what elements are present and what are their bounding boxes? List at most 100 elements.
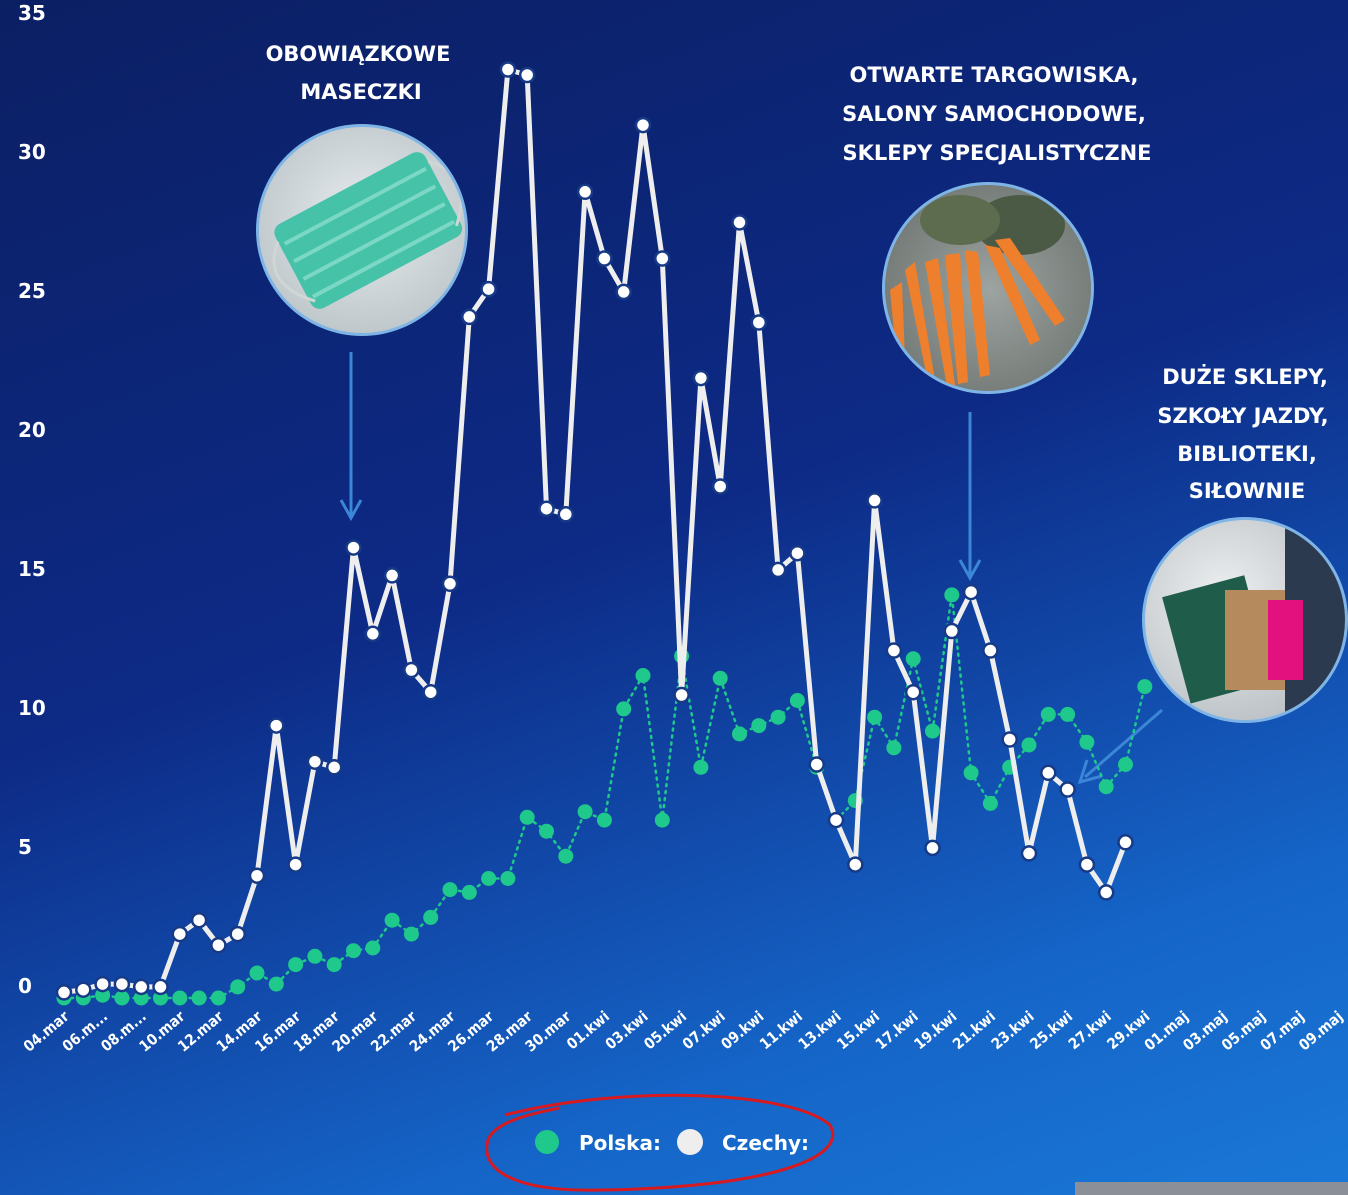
data-point-czechy[interactable] bbox=[403, 661, 420, 679]
data-point-czechy[interactable] bbox=[1097, 884, 1115, 901]
data-point-polska[interactable] bbox=[596, 812, 612, 828]
data-point-czechy[interactable] bbox=[1117, 834, 1134, 851]
data-point-polska[interactable] bbox=[442, 882, 458, 898]
data-point-czechy[interactable] bbox=[132, 978, 150, 996]
data-point-polska[interactable] bbox=[326, 957, 342, 973]
data-point-czechy[interactable] bbox=[1001, 731, 1018, 748]
data-point-czechy[interactable] bbox=[943, 622, 961, 640]
data-point-czechy[interactable] bbox=[692, 369, 710, 387]
data-point-polska[interactable] bbox=[732, 726, 747, 742]
data-point-polska[interactable] bbox=[365, 940, 381, 956]
data-point-polska[interactable] bbox=[481, 871, 497, 886]
data-point-polska[interactable] bbox=[982, 795, 998, 811]
data-point-czechy[interactable] bbox=[171, 925, 189, 943]
data-point-polska[interactable] bbox=[268, 976, 284, 992]
data-point-polska[interactable] bbox=[403, 926, 419, 942]
data-point-polska[interactable] bbox=[423, 909, 439, 925]
data-point-polska[interactable] bbox=[925, 723, 940, 739]
data-point-polska[interactable] bbox=[751, 718, 767, 734]
data-point-czechy[interactable] bbox=[808, 756, 825, 773]
data-point-czechy[interactable] bbox=[287, 856, 304, 873]
data-point-polska[interactable] bbox=[693, 759, 709, 775]
data-point-czechy[interactable] bbox=[924, 839, 941, 857]
data-point-czechy[interactable] bbox=[904, 683, 922, 701]
data-point-polska[interactable] bbox=[789, 693, 805, 708]
data-point-polska[interactable] bbox=[1021, 737, 1037, 753]
data-point-czechy[interactable] bbox=[55, 984, 73, 1001]
data-point-czechy[interactable] bbox=[866, 492, 883, 509]
data-point-polska[interactable] bbox=[770, 709, 786, 725]
data-point-polska[interactable] bbox=[712, 670, 728, 686]
data-point-czechy[interactable] bbox=[847, 856, 864, 873]
legend-item-polska[interactable]: Polska: bbox=[535, 1130, 661, 1155]
data-point-polska[interactable] bbox=[230, 979, 246, 995]
data-point-polska[interactable] bbox=[577, 804, 593, 820]
data-point-polska[interactable] bbox=[905, 651, 921, 667]
data-point-czechy[interactable] bbox=[1078, 856, 1096, 873]
data-point-czechy[interactable] bbox=[634, 116, 652, 134]
data-point-czechy[interactable] bbox=[576, 183, 594, 201]
data-point-polska[interactable] bbox=[635, 668, 651, 683]
data-point-czechy[interactable] bbox=[731, 214, 748, 231]
data-point-czechy[interactable] bbox=[383, 567, 401, 584]
data-point-czechy[interactable] bbox=[190, 911, 208, 929]
data-point-czechy[interactable] bbox=[210, 936, 227, 954]
data-point-czechy[interactable] bbox=[94, 975, 111, 993]
data-point-czechy[interactable] bbox=[1020, 845, 1038, 862]
data-point-czechy[interactable] bbox=[229, 925, 246, 943]
data-point-czechy[interactable] bbox=[750, 314, 768, 331]
data-point-polska[interactable] bbox=[1118, 757, 1133, 772]
data-point-polska[interactable] bbox=[133, 990, 149, 1006]
data-point-polska[interactable] bbox=[172, 990, 188, 1006]
data-point-czechy[interactable] bbox=[306, 753, 324, 770]
data-point-czechy[interactable] bbox=[441, 575, 459, 593]
data-point-czechy[interactable] bbox=[480, 280, 497, 298]
data-point-czechy[interactable] bbox=[518, 66, 536, 84]
data-point-polska[interactable] bbox=[539, 823, 554, 839]
data-point-czechy[interactable] bbox=[673, 686, 690, 704]
data-point-czechy[interactable] bbox=[885, 642, 903, 659]
data-point-polska[interactable] bbox=[114, 990, 130, 1006]
data-point-czechy[interactable] bbox=[1059, 781, 1076, 798]
data-point-czechy[interactable] bbox=[654, 250, 671, 267]
data-point-polska[interactable] bbox=[210, 990, 226, 1006]
data-point-polska[interactable] bbox=[519, 809, 535, 825]
data-point-czechy[interactable] bbox=[113, 975, 131, 993]
data-point-polska[interactable] bbox=[384, 912, 400, 928]
data-point-czechy[interactable] bbox=[557, 506, 575, 523]
data-point-czechy[interactable] bbox=[499, 61, 517, 78]
data-point-polska[interactable] bbox=[95, 987, 111, 1003]
data-point-czechy[interactable] bbox=[962, 583, 980, 601]
data-point-polska[interactable] bbox=[346, 943, 361, 959]
data-point-czechy[interactable] bbox=[615, 283, 632, 301]
data-point-czechy[interactable] bbox=[75, 981, 92, 998]
data-point-polska[interactable] bbox=[1137, 679, 1153, 695]
data-point-polska[interactable] bbox=[288, 957, 304, 973]
data-point-czechy[interactable] bbox=[248, 867, 266, 884]
data-point-polska[interactable] bbox=[616, 701, 632, 717]
data-point-polska[interactable] bbox=[461, 884, 477, 900]
data-point-czechy[interactable] bbox=[1040, 764, 1057, 782]
data-point-czechy[interactable] bbox=[268, 717, 285, 734]
data-point-polska[interactable] bbox=[153, 990, 168, 1006]
data-point-polska[interactable] bbox=[963, 765, 979, 781]
data-point-polska[interactable] bbox=[307, 948, 323, 964]
data-point-czechy[interactable] bbox=[538, 500, 555, 517]
data-point-czechy[interactable] bbox=[345, 539, 362, 556]
data-point-czechy[interactable] bbox=[596, 250, 613, 267]
data-point-polska[interactable] bbox=[558, 848, 574, 864]
data-point-czechy[interactable] bbox=[789, 544, 806, 562]
data-point-czechy[interactable] bbox=[461, 308, 478, 326]
data-point-polska[interactable] bbox=[1040, 706, 1056, 722]
legend-item-czechy[interactable]: Czechy: bbox=[677, 1129, 809, 1155]
data-point-czechy[interactable] bbox=[364, 625, 382, 643]
data-point-polska[interactable] bbox=[191, 990, 207, 1006]
data-point-czechy[interactable] bbox=[827, 811, 845, 829]
data-point-polska[interactable] bbox=[1079, 734, 1095, 750]
data-point-czechy[interactable] bbox=[325, 759, 343, 776]
data-point-polska[interactable] bbox=[654, 812, 670, 828]
data-point-polska[interactable] bbox=[886, 740, 902, 756]
data-point-polska[interactable] bbox=[249, 965, 265, 981]
data-point-polska[interactable] bbox=[500, 871, 516, 886]
data-point-czechy[interactable] bbox=[769, 561, 787, 579]
